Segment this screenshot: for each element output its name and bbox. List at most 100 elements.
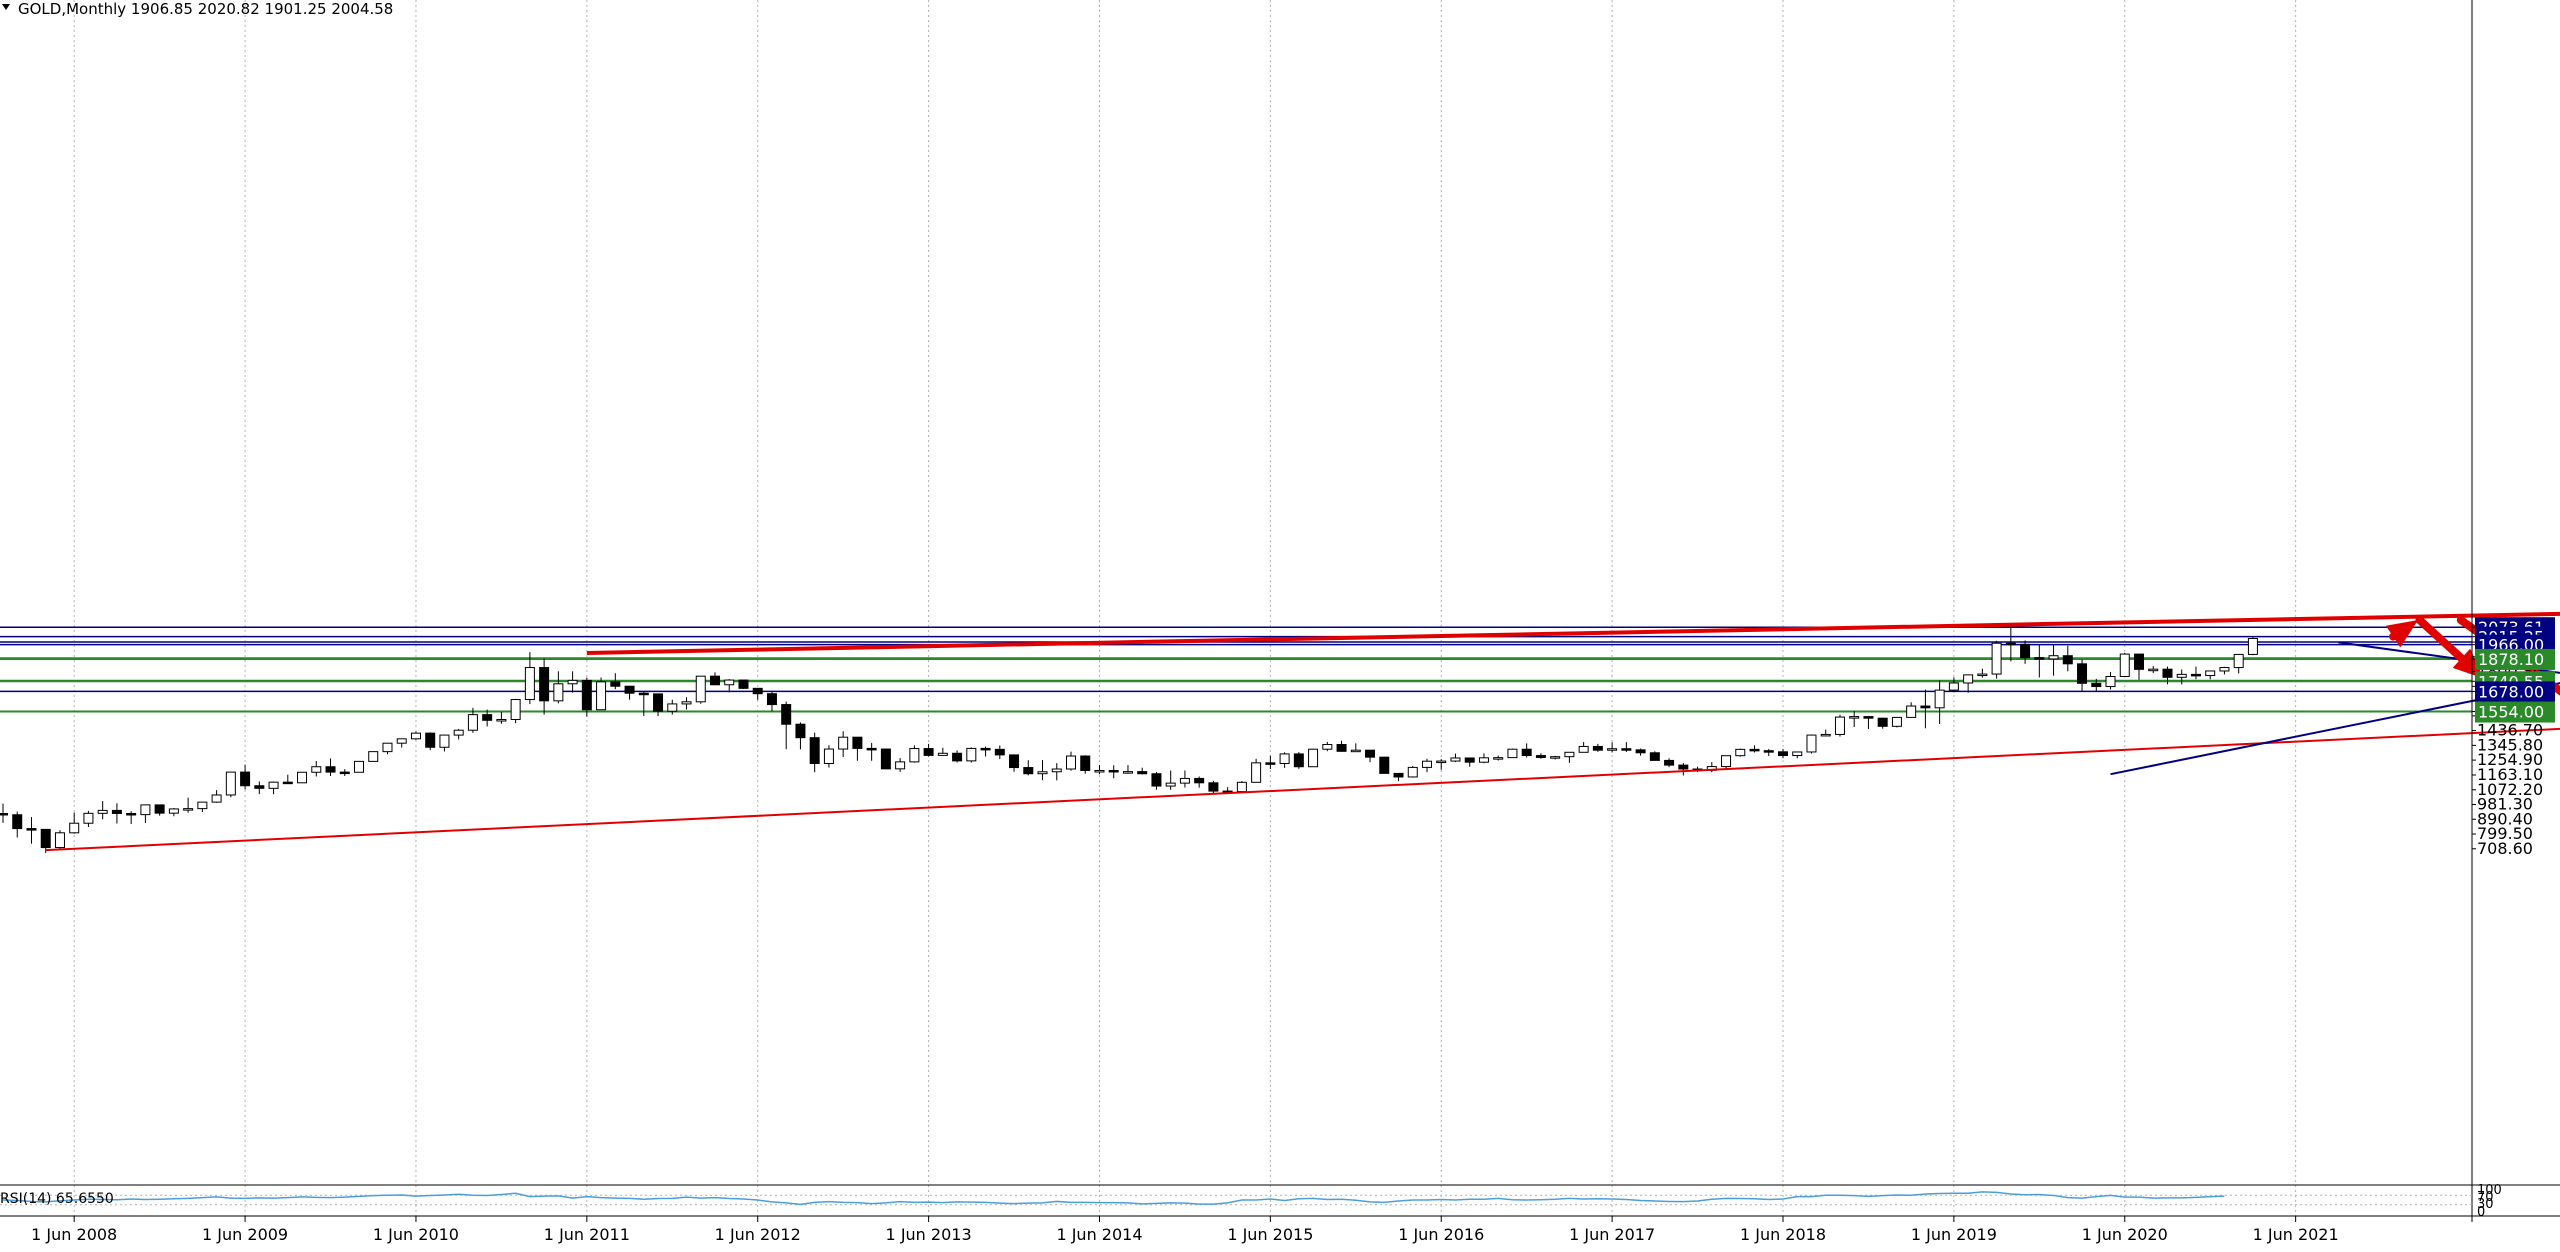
price-tag-box (2475, 701, 2555, 723)
candle-body (752, 687, 763, 695)
arrow-head (2385, 620, 2419, 648)
candle-body (268, 781, 279, 789)
candle-body (1080, 755, 1091, 771)
candle-body (1251, 762, 1262, 783)
candle-body (923, 748, 934, 756)
candle-body (1521, 748, 1532, 757)
candle-body (339, 771, 350, 775)
candle-body (2119, 653, 2130, 677)
candle-body (2034, 657, 2045, 660)
candle-body (1422, 760, 1432, 768)
candle-body (695, 675, 706, 703)
candle-body (211, 794, 222, 803)
candle-body (1621, 748, 1632, 751)
candle-body (1564, 751, 1575, 758)
candle-body (311, 766, 322, 773)
candle-body (1336, 744, 1347, 752)
symbol-header-text: GOLD,Monthly 1906.85 2020.82 1901.25 200… (18, 0, 393, 18)
candle-body (539, 667, 550, 702)
candle-body (1820, 733, 1831, 737)
candle-body (2020, 643, 2031, 659)
candle-body (1592, 745, 1603, 751)
candle-body (980, 747, 991, 751)
candle-body (396, 738, 407, 744)
candle-body (724, 679, 735, 686)
price-tick-label: 1254.90 (2477, 750, 2543, 769)
candle-body (354, 760, 364, 773)
candle-body (1763, 750, 1774, 753)
price-tick-label: 1436.70 (2477, 721, 2543, 740)
rsi-line (2, 1191, 2225, 1206)
candle-body (2105, 675, 2116, 688)
candle-body (12, 814, 23, 830)
candle-body (410, 732, 421, 740)
candle-body (1393, 772, 1404, 778)
candle-body (1678, 764, 1689, 770)
candle-body (966, 747, 977, 762)
candle-body (1834, 716, 1845, 735)
candle-body (297, 771, 308, 784)
candle-body (453, 729, 464, 736)
candle-body (439, 734, 450, 748)
candle-body (1478, 757, 1489, 763)
candle-body (952, 752, 963, 762)
candle-body (1735, 748, 1746, 757)
candle-body (168, 808, 179, 814)
candle-body (1279, 753, 1290, 764)
price-tick-label: 708.60 (2477, 839, 2533, 858)
collapse-triangle-icon[interactable] (2, 4, 10, 10)
candle-body (2247, 638, 2258, 655)
candle-body (1322, 744, 1333, 750)
candle-body (553, 683, 564, 702)
candle-body (852, 736, 863, 749)
candle-body (0, 812, 8, 816)
candle-body (1066, 755, 1076, 770)
candle-body (2077, 663, 2088, 684)
candle-body (1863, 716, 1874, 719)
time-tick-label: 1 Jun 2012 (715, 1225, 801, 1244)
candle-body (254, 785, 265, 789)
time-tick-label: 1 Jun 2008 (31, 1225, 117, 1244)
candle-body (1122, 771, 1133, 774)
candle-body (368, 751, 379, 762)
candle-body (710, 675, 720, 686)
time-tick-label: 1 Jun 2016 (1398, 1225, 1484, 1244)
candle-body (738, 679, 749, 689)
candle-body (1920, 705, 1931, 709)
candle-body (2005, 642, 2016, 646)
candle-body (225, 771, 236, 796)
candle-body (69, 822, 80, 834)
candle-body (937, 752, 948, 756)
candle-body (1792, 751, 1803, 757)
candle-body (240, 771, 251, 787)
candle-body (382, 742, 393, 753)
rsi-scale-label: 70 (2477, 1190, 2494, 1205)
arrow-head (2452, 648, 2484, 679)
candle-body (126, 812, 137, 816)
time-tick-label: 1 Jun 2013 (886, 1225, 972, 1244)
candle-body (2219, 667, 2230, 672)
candle-body (1265, 762, 1276, 765)
candle-body (482, 714, 493, 721)
candle-body (1094, 769, 1105, 773)
time-tick-label: 1 Jun 2018 (1740, 1225, 1826, 1244)
candle-body (510, 699, 521, 721)
candle-body (1407, 766, 1418, 778)
price-tick-label: 1345.80 (2477, 735, 2543, 754)
rsi-scale-label: 100 (2477, 1183, 2502, 1198)
candle-body (2233, 653, 2244, 669)
candle-body (40, 828, 51, 849)
candle-body (1365, 749, 1376, 758)
candle-body (1023, 767, 1034, 775)
candle-body (866, 747, 877, 751)
time-tick-label: 1 Jun 2020 (2082, 1225, 2168, 1244)
time-tick-label: 1 Jun 2010 (373, 1225, 459, 1244)
candle-body (524, 667, 535, 701)
candle-body (880, 748, 891, 770)
price-tick-label: 890.40 (2477, 809, 2533, 828)
candle-body (1151, 773, 1162, 787)
candle-body (1051, 768, 1062, 773)
